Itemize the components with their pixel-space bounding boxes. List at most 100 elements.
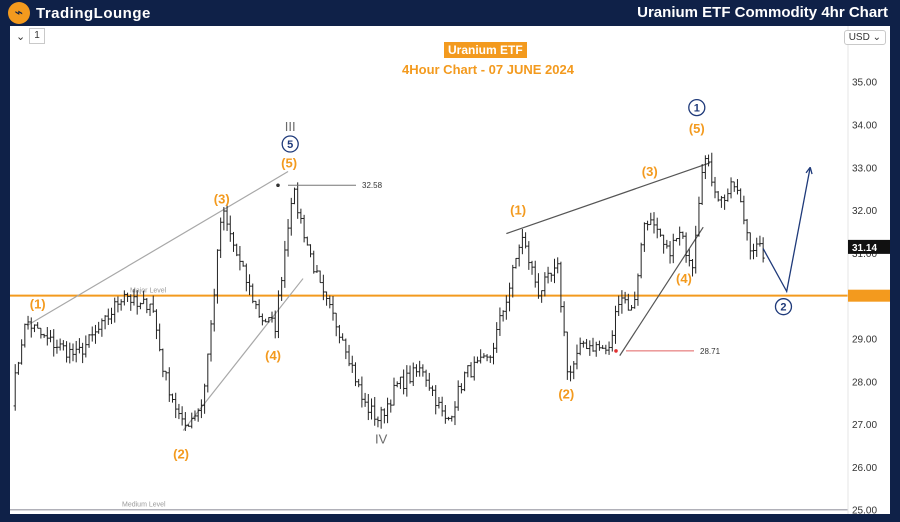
ohlc-bar [636, 273, 640, 306]
ohlc-bar [427, 372, 431, 391]
chevron-down-icon[interactable]: ⌄ [16, 30, 26, 43]
ohlc-bar [588, 340, 592, 356]
ohlc-bar [450, 415, 454, 422]
wave-label: 5 [287, 139, 293, 151]
ohlc-bar [668, 241, 672, 264]
ohlc-bar [93, 324, 98, 344]
ohlc-bar [735, 179, 740, 195]
ohlc-bar [739, 188, 743, 203]
ohlc-bar [151, 295, 155, 313]
ohlc-bar [164, 370, 168, 381]
ohlc-bar [697, 196, 701, 237]
ohlc-bar [655, 217, 659, 239]
ohlc-bar [241, 260, 245, 267]
chart-area[interactable]: Major Level Medium Level 32.58 28.71 (1) (2… [10, 26, 890, 514]
ohlc-bar [225, 203, 229, 231]
ohlc-bar [629, 304, 634, 311]
wave-label: 2 [780, 302, 786, 314]
ohlc-bar [132, 288, 136, 306]
chart-svg[interactable]: Major Level Medium Level 32.58 28.71 (1) (2… [10, 26, 890, 514]
ohlc-bar [174, 392, 178, 419]
major-level-label: Major Level [130, 288, 167, 295]
currency-select[interactable]: USD ⌄ [843, 30, 886, 45]
ohlc-bar [186, 424, 191, 427]
marker-value: 28.71 [700, 347, 721, 356]
ohlc-bar [623, 291, 627, 304]
ohlc-bar [533, 260, 537, 288]
ohlc-bar [755, 237, 759, 257]
ohlc-bar [263, 318, 268, 323]
ohlc-bar [369, 398, 374, 420]
ohlc-bar [613, 305, 618, 344]
ohlc-bar [68, 342, 72, 364]
ohlc-bar [158, 323, 162, 352]
wave-label: (1) [510, 202, 526, 217]
marker-dot-low [614, 349, 618, 353]
ohlc-bar [745, 218, 749, 241]
y-tick-label: 34.00 [852, 120, 877, 131]
ohlc-bar [228, 215, 232, 242]
ohlc-bar [694, 225, 698, 274]
ohlc-bar [411, 362, 415, 387]
ohlc-bar [607, 341, 611, 355]
ohlc-bar [52, 329, 56, 357]
ohlc-bar [536, 273, 541, 299]
ohlc-bar [357, 378, 361, 388]
ohlc-bar [199, 399, 203, 419]
ohlc-bar [87, 334, 91, 348]
wave-label: (4) [265, 348, 281, 363]
ohlc-bar [524, 232, 528, 249]
wave-label: III [285, 119, 296, 134]
ohlc-bar [379, 406, 383, 429]
ohlc-bar [501, 310, 505, 322]
ohlc-bar [732, 181, 736, 192]
wave-label: (2) [173, 446, 189, 461]
wave-1-upper-wedge [506, 162, 710, 235]
ohlc-bar [568, 365, 573, 382]
ohlc-bar [42, 333, 46, 338]
ohlc-bar [64, 341, 69, 363]
ohlc-bar [610, 330, 614, 352]
ohlc-bar [466, 365, 470, 378]
ohlc-bar [751, 243, 756, 260]
ohlc-bar [620, 290, 624, 314]
y-tick-label: 33.00 [852, 163, 877, 174]
wave-label: 1 [694, 103, 700, 115]
ohlc-bar [482, 353, 486, 359]
ohlc-bar [716, 191, 720, 202]
ohlc-bar [719, 195, 724, 208]
ohlc-bar [690, 258, 695, 277]
ohlc-bar [742, 195, 746, 225]
ohlc-bar [758, 235, 762, 247]
interval-selector[interactable]: 1 [29, 28, 45, 44]
ohlc-bar [113, 297, 117, 323]
ohlc-bar [440, 396, 444, 417]
y-tick-label: 29.00 [852, 334, 877, 345]
ohlc-bar [308, 244, 313, 258]
ohlc-bar [206, 353, 210, 393]
ohlc-bar [652, 212, 656, 234]
wave-label: (1) [30, 297, 46, 312]
ohlc-bar [270, 311, 274, 323]
ohlc-bar [135, 290, 139, 315]
major-level-price-tag [848, 289, 890, 302]
wave-1-lower-wedge [619, 226, 704, 356]
ohlc-bar [398, 376, 403, 389]
wave-label: IV [375, 431, 388, 446]
chart-badge: Uranium ETF [444, 42, 527, 58]
wave-label: (3) [214, 192, 230, 207]
wave-label: (4) [676, 271, 692, 286]
ohlc-bar [267, 317, 271, 323]
ohlc-bar [395, 381, 399, 388]
ohlc-bar [472, 356, 476, 381]
ohlc-bar [247, 274, 252, 296]
ohlc-bar [347, 344, 351, 367]
ohlc-bar [674, 238, 679, 242]
ohlc-bar [723, 194, 727, 210]
ohlc-bar [446, 416, 451, 421]
ohlc-bar [748, 232, 752, 260]
ohlc-bar [520, 228, 524, 255]
ohlc-bar [418, 360, 422, 377]
wave-iii-upper-channel [26, 171, 289, 327]
price-axis[interactable]: 25.0026.0027.0028.0029.0030.0031.0032.00… [847, 26, 890, 514]
